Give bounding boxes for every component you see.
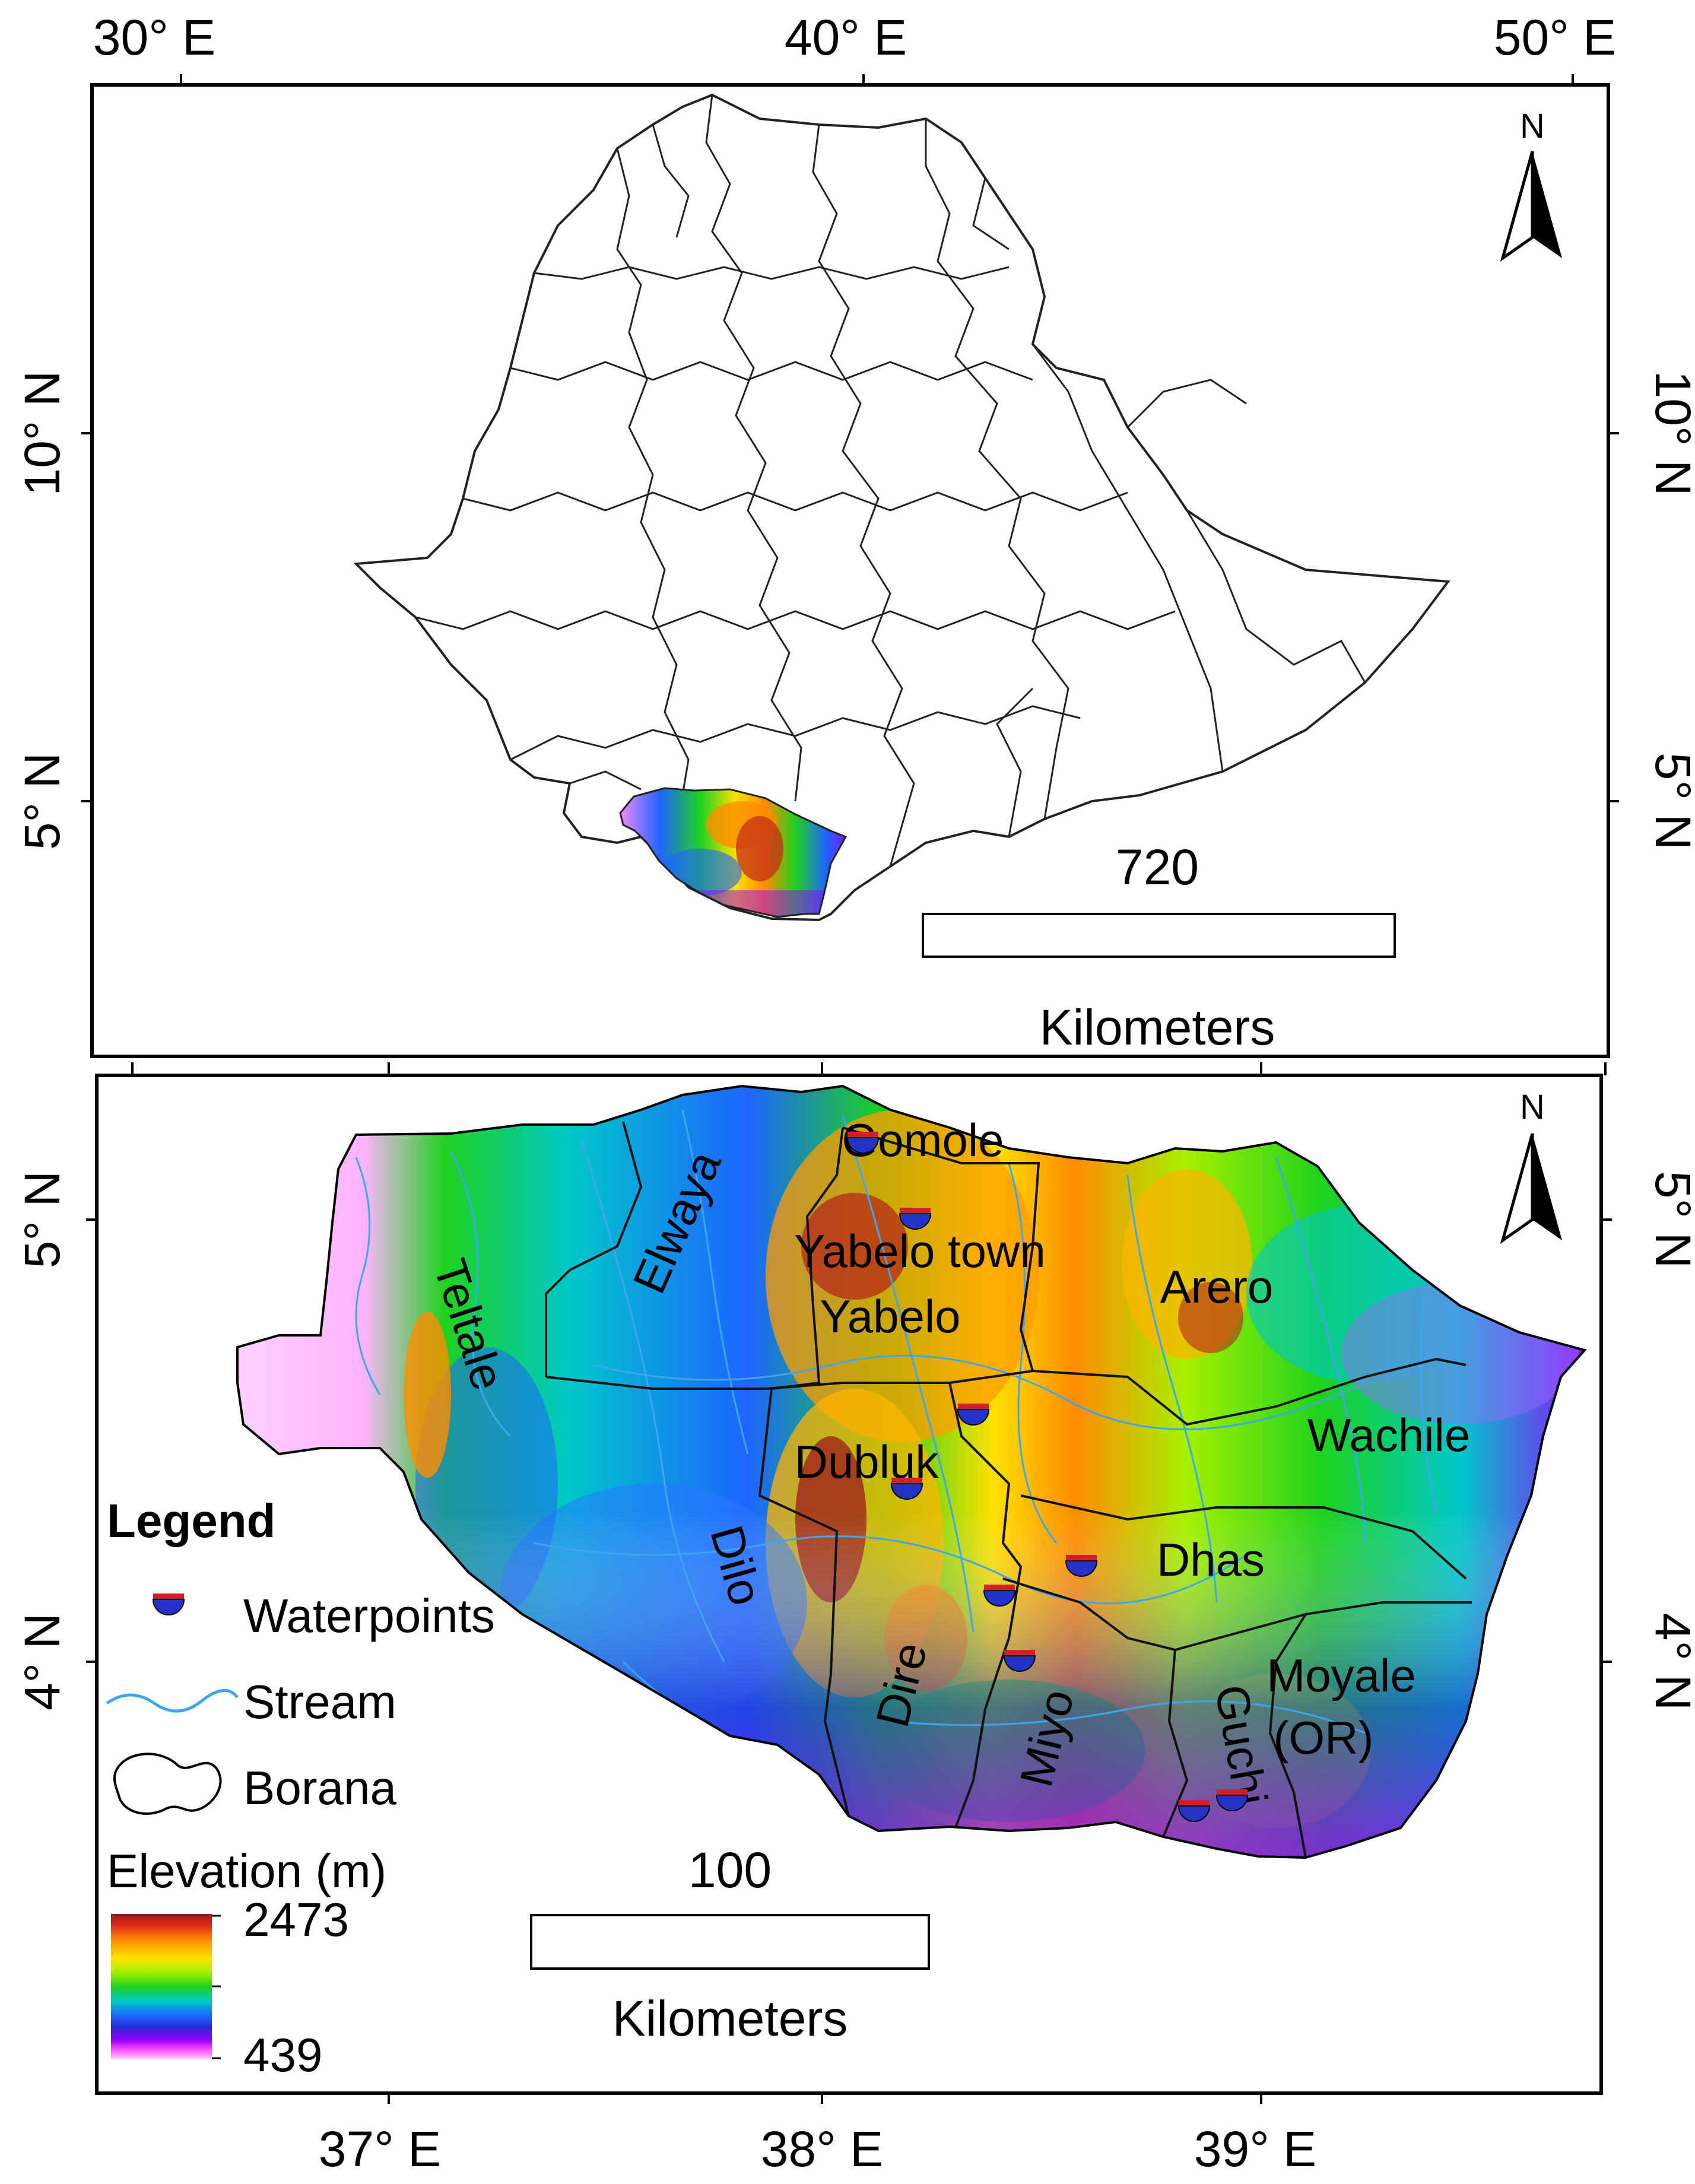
bottom-map-ticks bbox=[86, 1062, 1612, 2104]
legend-elevation-min: 439 bbox=[243, 2029, 322, 2081]
scale-unit-bottom: Kilometers bbox=[612, 1991, 848, 2046]
stream-network bbox=[355, 1109, 1437, 1758]
waterpoint-marker bbox=[846, 1132, 880, 1154]
legend-stream-symbol bbox=[106, 1688, 239, 1713]
legend-elevation-max: 2473 bbox=[243, 1893, 349, 1946]
top-y-tick-right-5: 5° N bbox=[1645, 753, 1695, 850]
legend-elevation-title: Elevation (m) bbox=[107, 1845, 386, 1897]
waterpoint-marker bbox=[1177, 1800, 1211, 1822]
bottom-map: 37° E 38° E 39° E 5° N 4° N 5° N 4° N bbox=[14, 1062, 1695, 2177]
scale-value-top: 720 bbox=[1116, 839, 1199, 895]
bottom-y-tick-left-5: 5° N bbox=[14, 1171, 70, 1268]
top-x-tick-30: 30° E bbox=[93, 9, 215, 65]
top-y-tick-left-5: 5° N bbox=[14, 753, 70, 850]
waterpoint-marker bbox=[890, 1478, 923, 1500]
waterpoint-marker bbox=[1003, 1650, 1036, 1672]
ethiopia-outline bbox=[353, 93, 1450, 922]
scale-bar-top: 720 Kilometers bbox=[922, 839, 1396, 1055]
region-moyale: Moyale bbox=[1267, 1649, 1415, 1702]
waterpoint-marker bbox=[983, 1585, 1016, 1607]
scale-bar-bottom: 100 Kilometers bbox=[530, 1842, 930, 2046]
top-map: 30° E 40° E 50° E 10° N 5° N 10° N 5° N bbox=[14, 9, 1695, 1058]
top-x-tick-40: 40° E bbox=[785, 9, 907, 65]
region-wachile: Wachile bbox=[1307, 1409, 1471, 1461]
waterpoint-marker bbox=[1065, 1555, 1098, 1577]
region-moyale-or: (OR) bbox=[1274, 1712, 1374, 1764]
north-arrow-top: N bbox=[1500, 107, 1562, 262]
bottom-x-tick-37: 37° E bbox=[319, 2121, 441, 2177]
legend: Legend Waterpoints Stream Borana Elevati… bbox=[106, 1494, 495, 2081]
bottom-x-tick-39: 39° E bbox=[1194, 2121, 1316, 2177]
legend-borana-symbol bbox=[113, 1753, 222, 1815]
region-dhas: Dhas bbox=[1157, 1534, 1265, 1586]
scale-unit-top: Kilometers bbox=[1040, 999, 1275, 1055]
region-yabelo: Yabelo bbox=[820, 1290, 960, 1342]
ethiopia-zone-boundaries bbox=[415, 94, 1366, 867]
bottom-y-tick-right-4: 4° N bbox=[1645, 1613, 1695, 1710]
legend-waterpoints-symbol bbox=[152, 1593, 185, 1615]
top-x-tick-50: 50° E bbox=[1494, 9, 1616, 65]
north-arrow-bottom: N bbox=[1500, 1088, 1562, 1245]
bottom-x-tick-38: 38° E bbox=[761, 2121, 883, 2177]
region-yabelo-town: Yabelo town bbox=[794, 1225, 1046, 1277]
borana-inset-outline bbox=[619, 787, 848, 918]
waterpoint-marker bbox=[957, 1404, 990, 1426]
borana-outline bbox=[236, 1084, 1587, 1859]
waterpoint-marker bbox=[899, 1208, 932, 1230]
legend-title: Legend bbox=[107, 1494, 275, 1547]
north-label-top: N bbox=[1520, 107, 1545, 145]
scale-value-bottom: 100 bbox=[688, 1842, 772, 1898]
top-y-tick-left-10: 10° N bbox=[14, 370, 70, 496]
legend-stream: Stream bbox=[243, 1675, 396, 1728]
bottom-y-tick-right-5: 5° N bbox=[1645, 1171, 1695, 1268]
bottom-y-tick-left-4: 4° N bbox=[14, 1613, 70, 1710]
top-map-ticks bbox=[81, 74, 1619, 802]
waterpoint-marker bbox=[1215, 1789, 1249, 1811]
north-label-bottom: N bbox=[1520, 1088, 1545, 1126]
legend-borana: Borana bbox=[243, 1761, 396, 1814]
district-boundaries bbox=[545, 1121, 1472, 1858]
waterpoints bbox=[846, 1132, 1249, 1822]
top-y-tick-right-10: 10° N bbox=[1645, 370, 1695, 496]
legend-waterpoints: Waterpoints bbox=[243, 1589, 495, 1642]
elevation-color-ramp bbox=[111, 1914, 212, 2059]
region-arero: Arero bbox=[1160, 1261, 1274, 1313]
